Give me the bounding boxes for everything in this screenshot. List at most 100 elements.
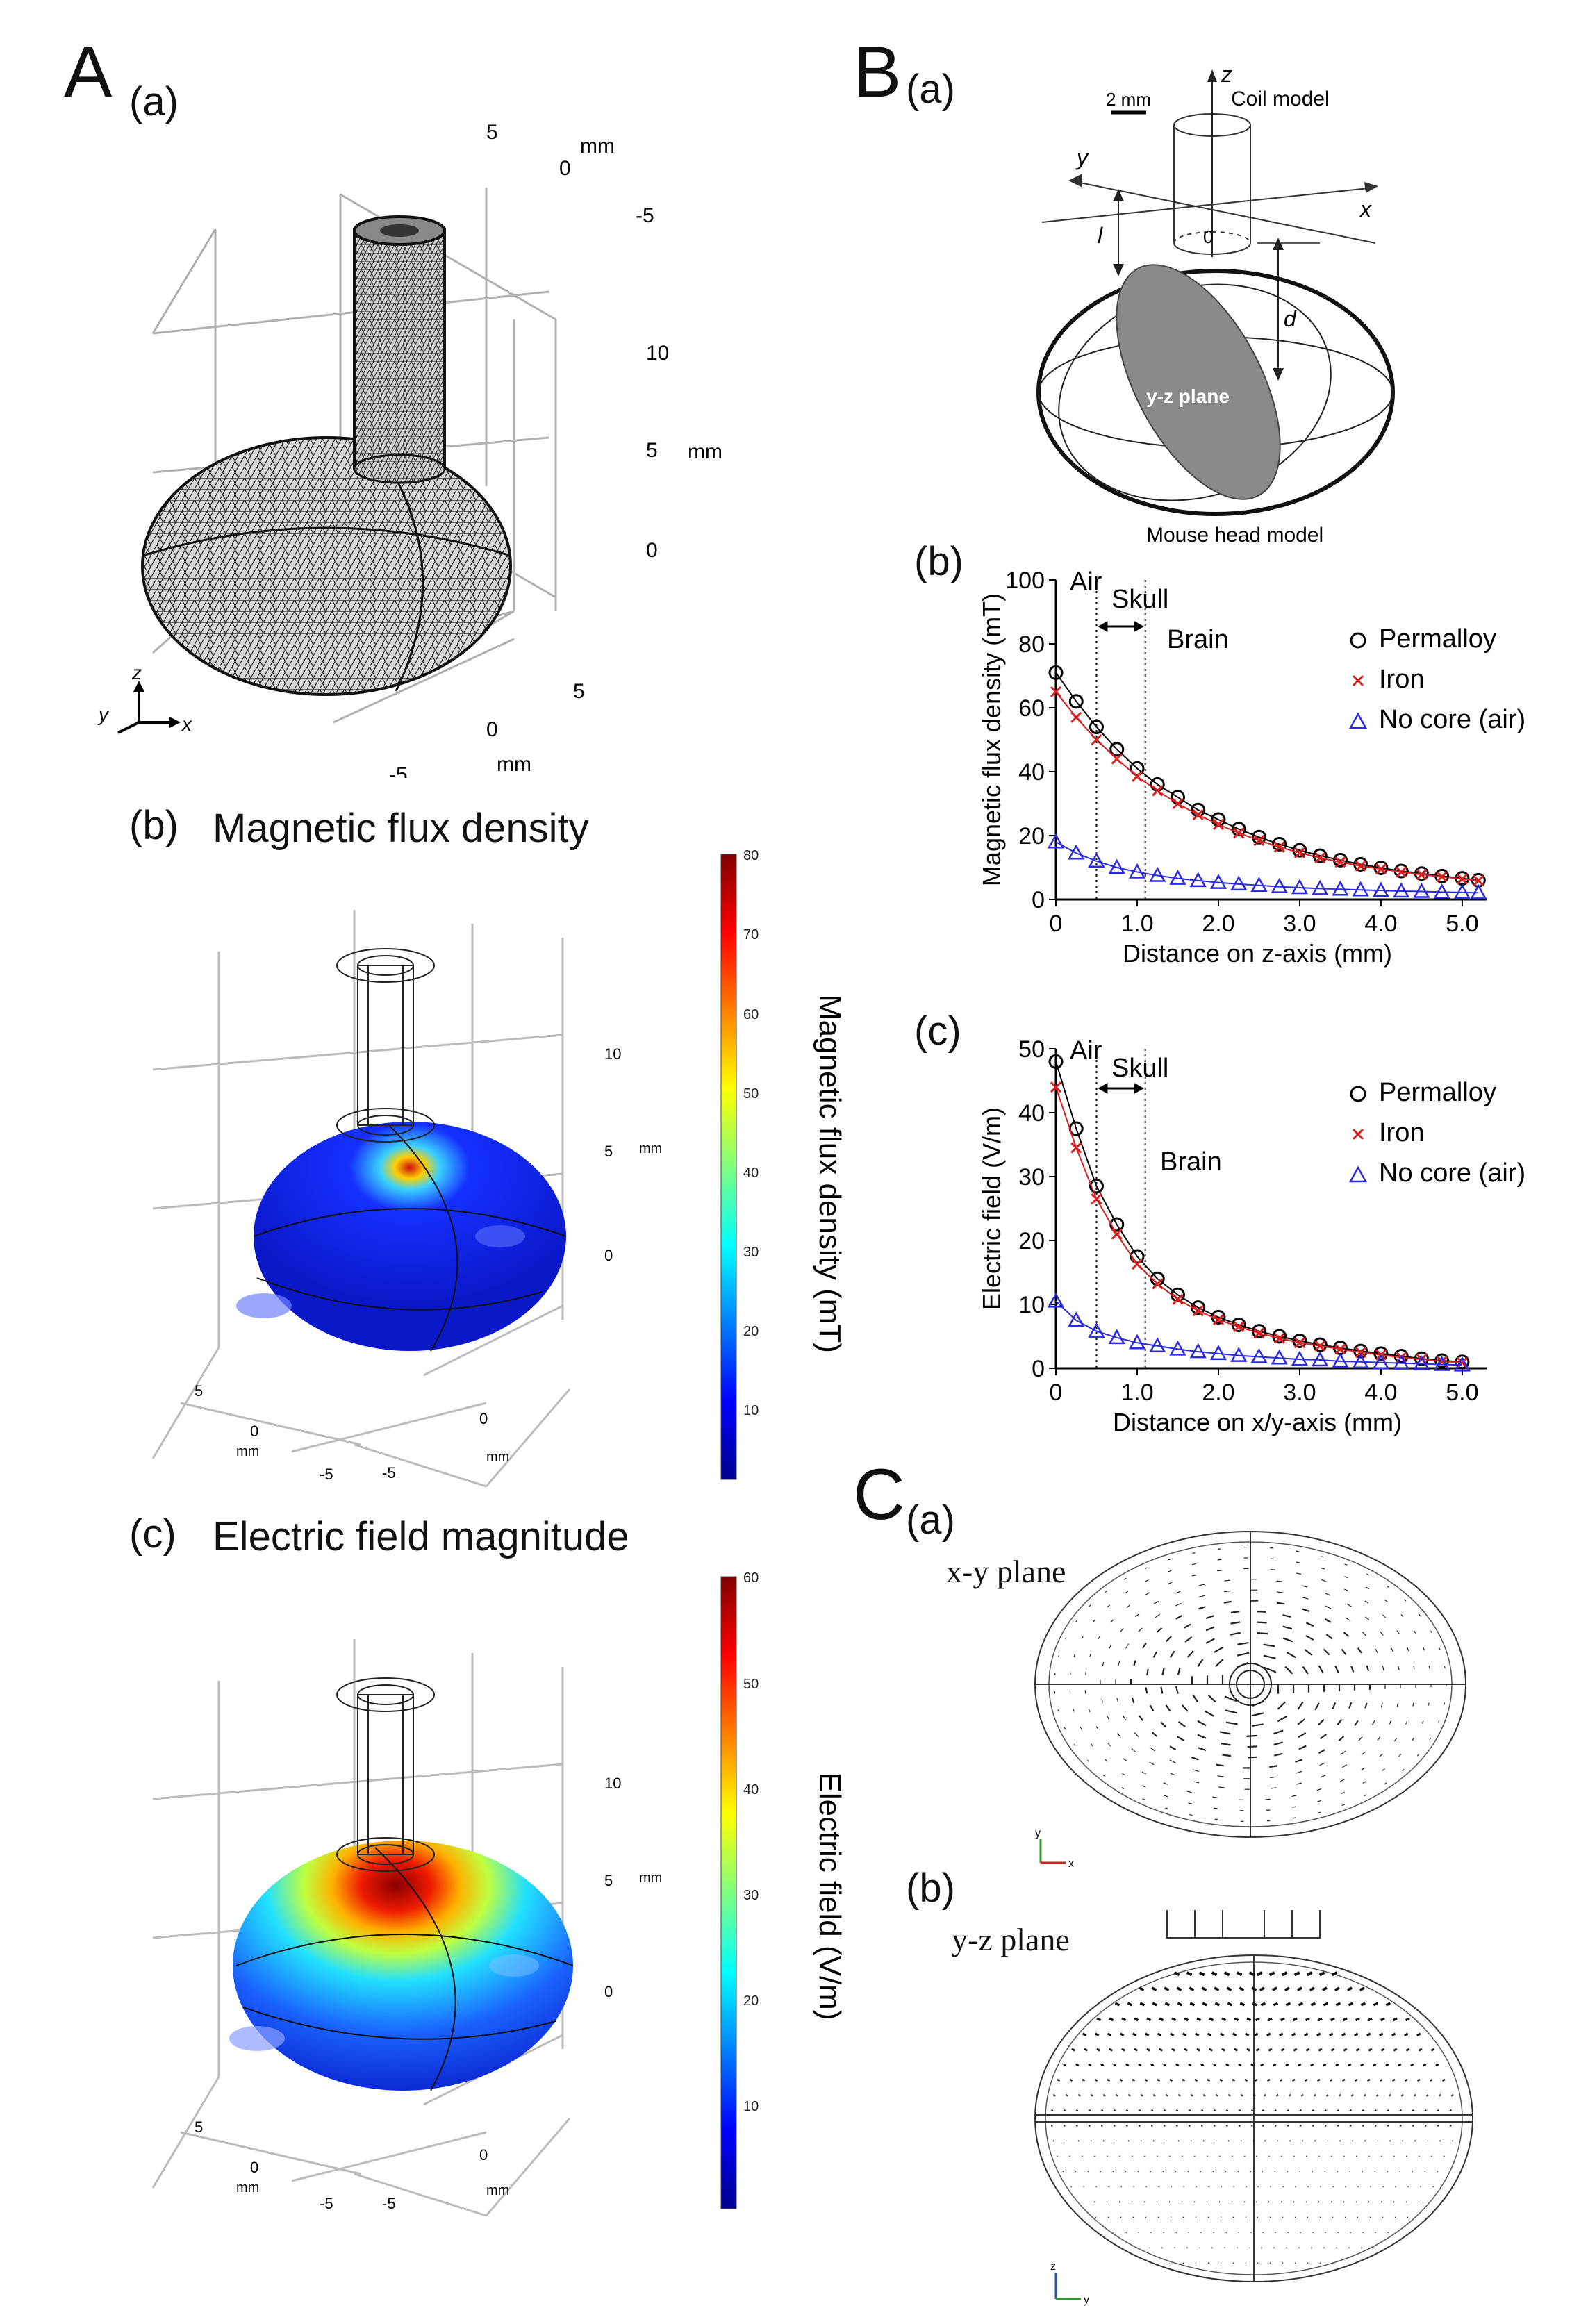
data-point-air xyxy=(1372,1354,1390,1369)
field-arrow xyxy=(1353,2032,1359,2036)
field-arrow xyxy=(1131,1748,1136,1752)
field-arrow xyxy=(1187,2171,1189,2173)
field-arrow xyxy=(1175,1614,1183,1620)
field-arrow xyxy=(1398,1666,1400,1670)
field-arrow xyxy=(1341,1648,1347,1655)
field-arrow xyxy=(1141,1771,1146,1775)
field-arrow xyxy=(1171,2048,1175,2052)
data-point-iron xyxy=(1111,753,1123,765)
x-tick-label: 1.0 xyxy=(1120,1379,1153,1406)
svg-text:Coil model: Coil model xyxy=(1231,88,1330,110)
field-arrow xyxy=(1350,2232,1351,2234)
field-arrow xyxy=(1196,2017,1202,2022)
field-arrow xyxy=(1230,1611,1240,1613)
field-arrow xyxy=(1323,1648,1330,1656)
field-arrow xyxy=(1268,1971,1275,1977)
field-arrow xyxy=(1313,2093,1316,2097)
field-arrow xyxy=(1275,2232,1276,2234)
field-arrow xyxy=(1378,2032,1384,2036)
field-arrow xyxy=(1274,2125,1277,2127)
data-point-air xyxy=(1068,1311,1085,1327)
field-arrow xyxy=(1276,1580,1282,1582)
field-arrow xyxy=(1168,1559,1171,1561)
field-arrow xyxy=(1167,1582,1173,1585)
head-mesh xyxy=(141,436,512,696)
field-arrow xyxy=(1196,2186,1197,2188)
field-arrow xyxy=(1176,1986,1182,1991)
field-arrow xyxy=(1121,1787,1125,1790)
field-arrow xyxy=(1225,2232,1227,2234)
colorbar-label: Electric field (V/m) xyxy=(813,1773,847,2020)
field-arrow xyxy=(1266,2032,1271,2036)
svg-text:5: 5 xyxy=(604,1872,613,1889)
field-arrow xyxy=(1250,2063,1255,2067)
field-arrow xyxy=(1225,2109,1229,2112)
field-arrow xyxy=(1349,2125,1352,2127)
x-tick-label: 0 xyxy=(1050,1379,1063,1406)
field-arrow xyxy=(1257,2186,1259,2188)
data-point-iron xyxy=(1091,733,1102,746)
field-arrow xyxy=(1120,1627,1124,1632)
y-tick-label: 50 xyxy=(1018,1038,1045,1063)
data-point-iron xyxy=(1050,686,1062,698)
field-arrow xyxy=(1293,2155,1295,2157)
field-arrow xyxy=(1331,1971,1338,1977)
field-arrow xyxy=(1393,1738,1398,1742)
field-arrow xyxy=(1412,2125,1414,2127)
field-arrow xyxy=(1191,1574,1197,1577)
field-arrow xyxy=(1155,1613,1161,1618)
field-arrow xyxy=(1277,1701,1286,1710)
field-arrow xyxy=(1387,2109,1389,2112)
field-arrow xyxy=(1337,2109,1339,2112)
field-arrow xyxy=(1120,2186,1122,2188)
field-arrow xyxy=(1125,1591,1129,1594)
field-arrow xyxy=(1169,2032,1175,2036)
field-arrow xyxy=(1273,1729,1284,1735)
field-arrow xyxy=(1328,2032,1334,2036)
field-arrow xyxy=(1374,2109,1377,2112)
field-arrow xyxy=(1250,2109,1254,2112)
field-arrow xyxy=(1380,1702,1383,1708)
field-arrow xyxy=(1073,1654,1076,1657)
data-point-iron xyxy=(1314,1340,1326,1352)
svg-text:Skull: Skull xyxy=(1111,1054,1168,1083)
data-point-air xyxy=(1209,874,1227,889)
field-arrow xyxy=(1296,1572,1302,1575)
field-arrow xyxy=(1214,1807,1218,1809)
field-arrow xyxy=(1138,1627,1143,1632)
field-arrow xyxy=(1444,1702,1446,1705)
field-arrow xyxy=(1279,2078,1283,2082)
data-point-iron xyxy=(1355,1346,1366,1359)
field-arrow xyxy=(1330,2017,1335,2022)
field-arrow xyxy=(1337,2232,1339,2234)
field-arrow xyxy=(1321,1986,1328,1991)
field-arrow xyxy=(1177,2002,1183,2007)
field-arrow xyxy=(1260,2002,1266,2007)
field-arrow xyxy=(1298,1732,1307,1738)
field-arrow xyxy=(1384,1782,1387,1785)
field-arrow xyxy=(1287,2171,1289,2173)
field-arrow xyxy=(1156,1627,1163,1633)
field-arrow xyxy=(1157,2216,1159,2218)
data-point-air xyxy=(1393,882,1410,898)
field-arrow xyxy=(1169,2155,1171,2157)
field-arrow xyxy=(1198,1606,1206,1610)
field-arrow xyxy=(1325,1593,1331,1596)
field-arrow xyxy=(1413,1630,1416,1634)
data-point-permalloy xyxy=(1089,720,1104,735)
field-arrow xyxy=(1286,1652,1297,1659)
svg-text:mm: mm xyxy=(639,1141,662,1156)
svg-text:z: z xyxy=(131,667,142,683)
field-arrow xyxy=(1275,2093,1279,2097)
field-arrow xyxy=(1348,2063,1352,2067)
field-arrow xyxy=(1237,1652,1250,1657)
field-arrow xyxy=(1281,1971,1288,1977)
field-arrow xyxy=(1116,1698,1119,1703)
field-arrow xyxy=(1302,1596,1309,1600)
field-arrow xyxy=(1219,2032,1225,2036)
head-flux-surface xyxy=(254,1122,566,1351)
svg-text:Brain: Brain xyxy=(1160,1147,1222,1177)
data-point-iron xyxy=(1233,1321,1245,1333)
field-arrow xyxy=(1077,2093,1081,2097)
field-arrow xyxy=(1268,2155,1270,2157)
